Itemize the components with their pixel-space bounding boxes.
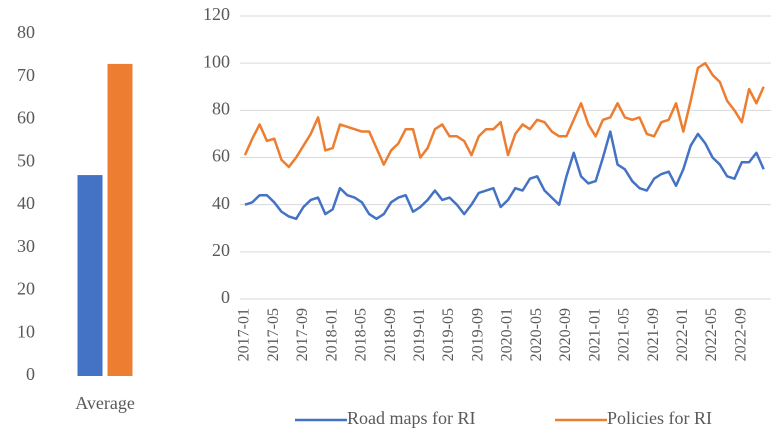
y-tick-label: 40 [17,193,35,213]
x-tick-label: 2020-09 [557,308,574,361]
x-tick-label: 2017-09 [294,308,311,361]
x-tick-label: 2022-09 [732,308,749,361]
y-tick-label: 40 [212,193,230,213]
x-tick-label: 2018-01 [323,308,340,361]
y-tick-label: 80 [212,98,230,118]
y-tick-label: 30 [17,236,35,256]
line-series [244,130,765,221]
x-tick-label: 2019-01 [411,308,428,361]
y-tick-label: 60 [212,146,230,166]
x-tick-label: 2020-01 [499,308,516,361]
x-tick-label: 2019-09 [469,308,486,361]
y-tick-label: 120 [203,4,230,24]
x-tick-label: 2017-01 [236,308,253,361]
y-tick-label: 20 [17,279,35,299]
y-tick-label: 70 [17,65,35,85]
y-tick-label: 50 [17,150,35,170]
x-tick-label: 2018-05 [353,308,370,361]
x-tick-label: 2020-05 [528,308,545,361]
x-tick-label: 2018-09 [382,308,399,361]
y-tick-label: 60 [17,108,35,128]
y-tick-label: 10 [17,321,35,341]
x-tick-label: 2021-01 [586,308,603,361]
x-tick-label: 2019-05 [440,308,457,361]
y-tick-label: 0 [26,364,35,384]
x-tick-label: Average [75,393,135,413]
line-series [243,61,765,169]
y-tick-label: 100 [203,51,230,71]
y-tick-label: 20 [212,240,230,260]
y-tick-label: 0 [221,287,230,307]
y-tick-label: 80 [17,22,35,42]
x-tick-label: 2022-01 [674,308,691,361]
x-tick-label: 2021-05 [616,308,633,361]
x-tick-label: 2021-09 [645,308,662,361]
x-tick-label: 2022-05 [703,308,720,361]
legend-label: Road maps for RI [347,408,475,428]
legend-label: Policies for RI [607,408,712,428]
x-tick-label: 2017-05 [265,308,282,361]
bar [107,63,133,377]
bar [77,175,103,376]
